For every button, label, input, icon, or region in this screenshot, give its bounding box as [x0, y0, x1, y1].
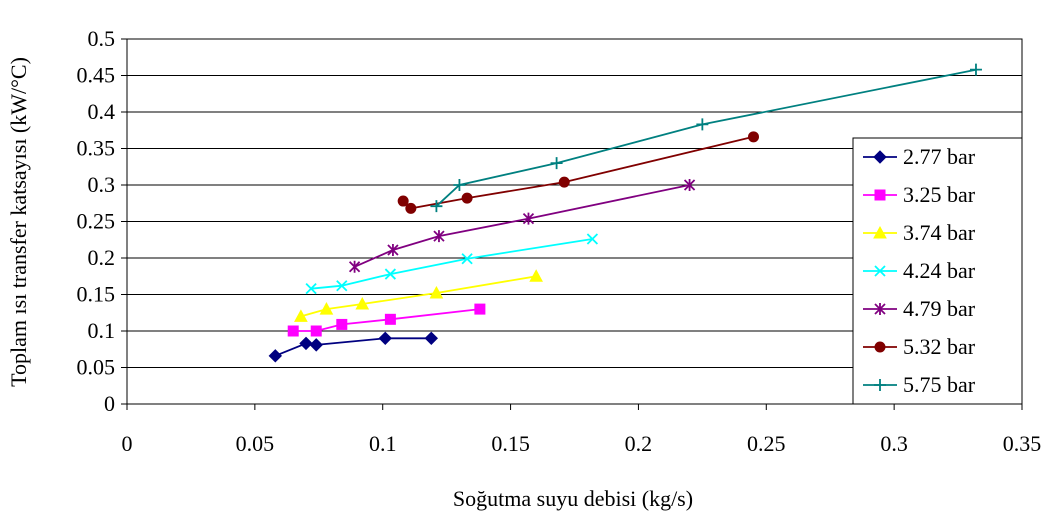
y-tick-label: 0.25 — [77, 209, 116, 234]
data-point — [529, 269, 543, 282]
data-point — [453, 179, 466, 191]
data-point — [424, 331, 439, 346]
series-4 — [348, 179, 696, 273]
data-point — [461, 192, 473, 204]
legend-marker — [873, 225, 887, 239]
series-line — [274, 337, 432, 357]
series-5 — [397, 131, 759, 214]
legend-label: 4.79 bar — [903, 296, 976, 321]
legend-entry: 4.24 bar — [863, 258, 976, 283]
series-line — [402, 135, 754, 210]
legend-label: 5.75 bar — [903, 372, 976, 397]
data-point — [309, 338, 323, 352]
data-point — [748, 131, 759, 143]
series-3 — [305, 233, 599, 295]
legend: 2.77 bar 3.25 bar 3.74 bar 4.24 bar 4.79 bar… — [852, 137, 1023, 405]
x-tick-label: 0.1 — [369, 431, 397, 456]
x-tick-label: 0.2 — [625, 431, 653, 456]
data-point — [696, 118, 709, 131]
data-point — [310, 325, 322, 337]
legend-marker — [873, 150, 887, 164]
x-tick-label: 0.35 — [1003, 431, 1042, 456]
data-point — [348, 260, 361, 273]
series-line — [300, 275, 537, 318]
legend-marker — [874, 303, 886, 315]
data-point — [433, 230, 445, 243]
data-point — [305, 283, 317, 295]
data-point — [550, 157, 563, 170]
data-point — [405, 202, 417, 214]
legend-marker — [874, 341, 886, 353]
y-tick-label: 0.5 — [88, 26, 116, 51]
data-point — [558, 176, 570, 188]
data-point — [355, 296, 370, 310]
axes-layer: 0 0.05 0.1 0.15 0.2 0.25 0.3 0.35 0.4 0.45 0.5 0 0.0… — [77, 26, 1042, 456]
y-tick-label: 0.2 — [88, 245, 116, 270]
y-tick-label: 0.35 — [77, 136, 116, 161]
x-tick-label: 0.05 — [236, 431, 275, 456]
y-tick-label: 0.05 — [77, 355, 116, 380]
legend-entry: 3.74 bar — [863, 220, 976, 245]
y-tick-label: 0.45 — [77, 63, 116, 88]
legend-label: 3.74 bar — [903, 220, 976, 245]
data-point — [384, 268, 397, 280]
data-point — [336, 318, 348, 330]
legend-entry: 5.32 bar — [863, 334, 976, 359]
series-layer — [268, 63, 982, 363]
legend-label: 2.77 bar — [903, 144, 976, 169]
x-tick-label: 0.25 — [747, 431, 786, 456]
legend-entry: 5.75 bar — [863, 372, 976, 397]
legend-marker — [874, 265, 886, 277]
data-point — [294, 309, 308, 322]
data-point — [378, 331, 392, 346]
y-tick-label: 0.15 — [77, 282, 116, 307]
data-point — [287, 325, 299, 337]
data-point — [319, 302, 334, 315]
series-6 — [430, 63, 982, 213]
series-1 — [287, 303, 486, 337]
data-point — [461, 253, 473, 265]
x-tick-label: 0 — [122, 431, 133, 456]
data-point — [586, 233, 599, 245]
x-tick-label: 0.15 — [491, 431, 530, 456]
series-2 — [294, 269, 543, 322]
y-tick-label: 0 — [104, 391, 115, 416]
data-point — [683, 179, 696, 191]
data-point — [384, 313, 396, 325]
legend-entry: 2.77 bar — [863, 144, 976, 169]
data-point — [429, 285, 444, 299]
legend-label: 3.25 bar — [903, 182, 976, 207]
legend-label: 5.32 bar — [903, 334, 976, 359]
legend-marker — [874, 189, 886, 201]
legend-entry: 4.79 bar — [863, 296, 976, 321]
data-point — [969, 63, 982, 76]
x-tick-label: 0.3 — [880, 431, 908, 456]
y-tick-label: 0.3 — [88, 172, 116, 197]
data-point — [397, 195, 409, 207]
y-axis-label: Toplam ısı transfer katsayısı (kW/°C) — [6, 57, 31, 387]
x-axis-label: Soğutma suyu debisi (kg/s) — [453, 486, 693, 511]
y-tick-label: 0.1 — [88, 318, 116, 343]
data-point — [299, 336, 313, 351]
y-tick-label: 0.4 — [88, 99, 116, 124]
data-point — [522, 212, 535, 225]
data-point — [430, 200, 443, 213]
data-point — [474, 303, 486, 315]
legend-label: 4.24 bar — [903, 258, 976, 283]
series-line — [311, 238, 593, 290]
legend-marker — [874, 379, 886, 391]
legend-entry: 3.25 bar — [863, 182, 976, 207]
data-point — [336, 280, 348, 292]
data-point — [387, 243, 399, 256]
data-point — [268, 349, 283, 363]
series-0 — [268, 331, 439, 363]
